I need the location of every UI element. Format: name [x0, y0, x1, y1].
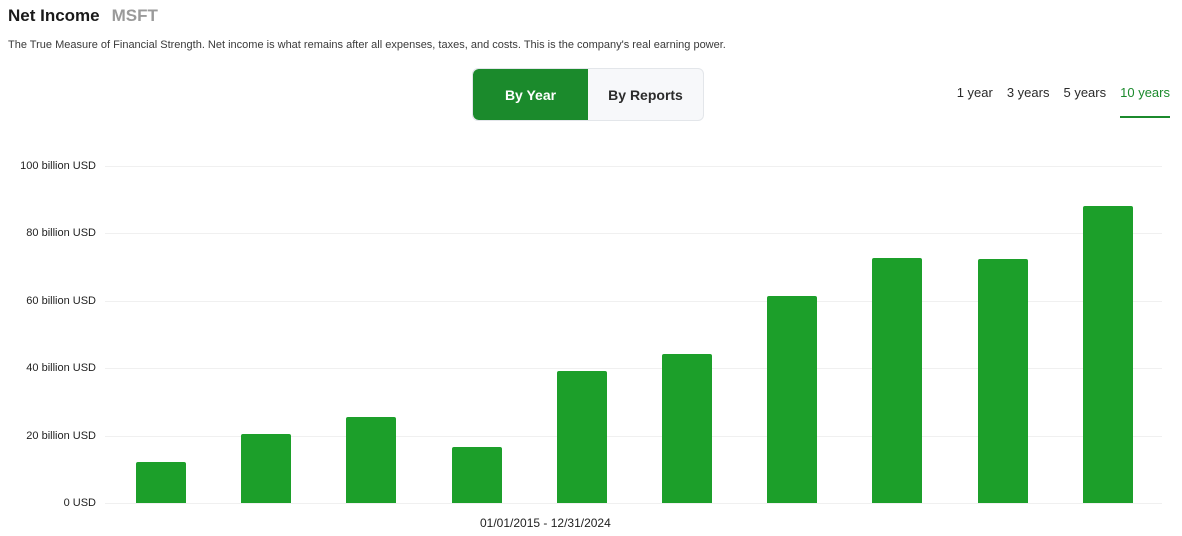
bar-2018[interactable]: [451, 447, 502, 503]
net-income-chart: 01/01/2015 - 12/31/2024 0 USD 20 billion …: [0, 150, 1182, 536]
bar-2017[interactable]: [346, 417, 397, 503]
bar-2021[interactable]: [767, 296, 818, 503]
range-5-years[interactable]: 5 years: [1063, 85, 1107, 100]
y-tick-label: 80 billion USD: [26, 227, 96, 240]
y-tick-label: 100 billion USD: [20, 160, 96, 172]
gridline: [105, 300, 1162, 302]
gridline: [105, 503, 1162, 504]
period-toggle: By Year By Reports: [472, 68, 704, 121]
gridline: [105, 368, 1162, 370]
gridline: [105, 435, 1162, 437]
header: Net Income MSFT: [8, 6, 158, 26]
bar-2016[interactable]: [241, 433, 292, 503]
bar-2020[interactable]: [662, 353, 712, 503]
range-selector: 1 year 3 years 5 years 10 years: [957, 85, 1170, 118]
range-1-year[interactable]: 1 year: [956, 85, 993, 100]
y-tick-label: 20 billion USD: [26, 429, 96, 442]
y-tick-label: 40 billion USD: [26, 362, 96, 375]
x-axis-date-range: 01/01/2015 - 12/31/2024: [480, 516, 611, 530]
bar-2015[interactable]: [136, 461, 186, 503]
bar-2024[interactable]: [1082, 206, 1133, 503]
page-subtitle: The True Measure of Financial Strength. …: [8, 39, 726, 51]
bar-2019[interactable]: [556, 370, 607, 503]
page-title: Net Income: [8, 6, 100, 25]
bar-2022[interactable]: [872, 258, 923, 503]
bar-2023[interactable]: [977, 259, 1028, 503]
y-tick-label: 0 USD: [63, 497, 96, 509]
y-tick-label: 60 billion USD: [26, 294, 96, 307]
by-reports-button[interactable]: By Reports: [608, 86, 683, 103]
range-3-years[interactable]: 3 years: [1006, 85, 1050, 100]
range-10-years[interactable]: 10 years: [1120, 85, 1170, 118]
ticker-symbol: MSFT: [111, 6, 158, 25]
by-year-button[interactable]: By Year: [473, 69, 588, 120]
gridline: [105, 166, 1162, 167]
gridline: [105, 233, 1162, 235]
